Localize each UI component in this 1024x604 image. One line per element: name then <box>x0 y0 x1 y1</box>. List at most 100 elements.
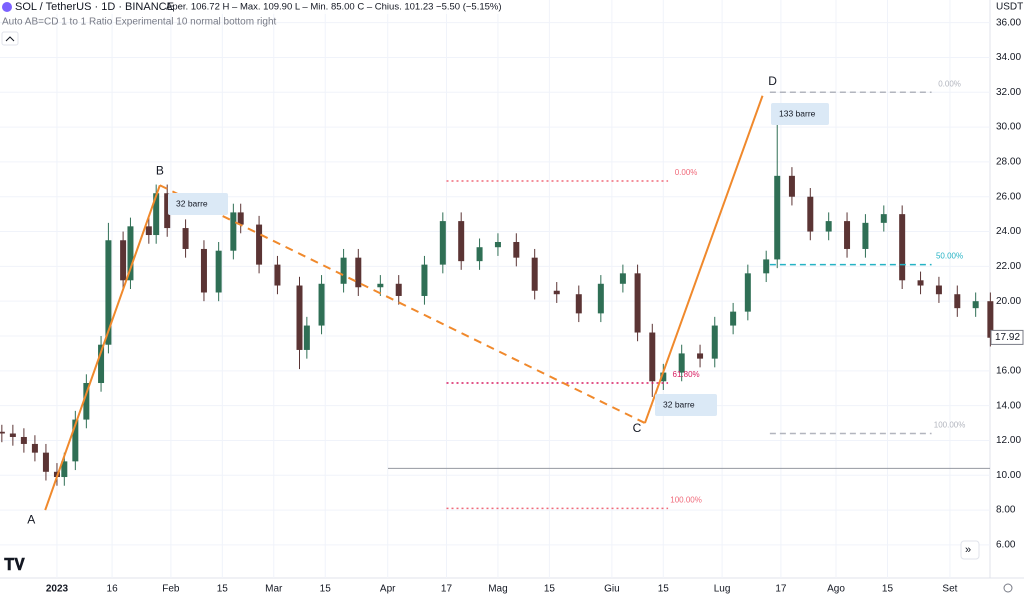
y-tick-label: 6.00 <box>996 540 1016 551</box>
candle-body <box>458 221 465 262</box>
y-tick-label: 28.00 <box>996 157 1021 168</box>
candle-body <box>31 443 38 453</box>
y-tick-label: 16.00 <box>996 365 1021 376</box>
candle-body <box>145 226 152 236</box>
bar-count-label: 133 barre <box>779 108 816 118</box>
candle-body <box>303 325 310 350</box>
leg-cd <box>643 95 764 424</box>
candle-body <box>935 285 942 295</box>
candle-body <box>649 332 656 382</box>
candle-body <box>744 273 751 312</box>
y-tick-label: 36.00 <box>996 17 1021 28</box>
y-tick-label: 12.00 <box>996 435 1021 446</box>
x-tick-label: Lug <box>714 584 731 595</box>
candle-body <box>182 228 189 249</box>
x-tick-label: Apr <box>380 584 396 595</box>
bar-count-label: 32 barre <box>176 198 208 208</box>
settings-icon[interactable] <box>1003 583 1013 593</box>
bar-count-label: 32 barre <box>663 399 695 409</box>
candle-body <box>987 301 994 338</box>
plot <box>0 118 994 486</box>
candle-body <box>711 325 718 359</box>
x-tick-label: 2023 <box>46 584 69 595</box>
candle-body <box>9 433 16 437</box>
logo: 𝐓𝐕 <box>4 557 25 574</box>
candle-body <box>200 248 207 293</box>
candle-body <box>153 193 160 236</box>
point-label: A <box>27 512 35 526</box>
symbol-icon <box>2 2 12 12</box>
candle-body <box>230 212 237 251</box>
candle-body <box>697 353 704 359</box>
candle-body <box>476 247 483 262</box>
leg-ab <box>44 184 161 511</box>
y-tick-label: 14.00 <box>996 400 1021 411</box>
candle-body <box>678 353 685 373</box>
fib-label: 50.00% <box>936 252 963 261</box>
symbol: SOL / TetherUS · 1D · BINANCE <box>15 1 174 13</box>
candle-body <box>127 226 134 281</box>
x-tick-label: Giu <box>604 584 620 595</box>
candle-body <box>0 431 5 434</box>
fib-label: 0.00% <box>675 168 698 177</box>
candle-body <box>42 452 49 472</box>
x-tick-label: 15 <box>544 584 556 595</box>
x-tick-label: Feb <box>162 584 180 595</box>
scroll-button[interactable] <box>960 540 980 560</box>
candle-body <box>763 259 770 274</box>
candle-body <box>377 283 384 288</box>
fib-label: 100.00% <box>670 495 702 504</box>
header-bg <box>0 0 520 14</box>
candle-body <box>296 285 303 350</box>
candle-body <box>513 241 520 258</box>
last-price-label: 17.92 <box>995 332 1020 343</box>
candle-body <box>917 280 924 286</box>
candle-body <box>954 294 961 309</box>
y-tick-label: 30.00 <box>996 122 1021 133</box>
candle-body <box>844 221 851 249</box>
fib-label: 61.80% <box>673 370 700 379</box>
x-tick-label: 15 <box>658 584 670 595</box>
candle-body <box>972 301 979 309</box>
candle-body <box>862 222 869 249</box>
candle-body <box>72 419 79 462</box>
candle-body <box>120 240 127 281</box>
x-tick-label: 15 <box>217 584 229 595</box>
y-tick-label: 24.00 <box>996 226 1021 237</box>
candle-body <box>395 283 402 296</box>
collapse-icon <box>5 36 15 42</box>
bar-count-box <box>168 193 228 215</box>
candle-body <box>215 250 222 293</box>
y-tick-label: 10.00 <box>996 470 1021 481</box>
point-label: C <box>633 421 642 435</box>
bar-count-box <box>771 103 829 125</box>
y-tick-label: 26.00 <box>996 191 1021 202</box>
leg-bc <box>159 184 646 424</box>
candle-body <box>774 175 781 260</box>
y-tick-label: 8.00 <box>996 505 1016 516</box>
ohlc: Aper. 106.72 H – Max. 109.90 L – Min. 85… <box>166 2 502 13</box>
candle-body <box>340 257 347 284</box>
currency[interactable]: USDT <box>996 2 1023 13</box>
x-tick-label: 17 <box>775 584 787 595</box>
candle-body <box>439 221 446 265</box>
candle-body <box>83 383 90 420</box>
candle-body <box>807 196 814 232</box>
collapse-button[interactable] <box>1 31 19 46</box>
candle-body <box>660 372 667 382</box>
candle-body <box>256 224 263 265</box>
candle-body <box>553 290 560 295</box>
bar-count-box <box>655 394 717 416</box>
candle-body <box>825 221 832 232</box>
candle-body <box>531 257 538 291</box>
annotations: 0.00% 61.80% 100.00% 0.00% 50.00% 100.00% A B C D… <box>27 74 990 526</box>
candle-body <box>355 257 362 288</box>
candle-body <box>634 273 641 333</box>
last-price-tag <box>990 329 1024 345</box>
point-label: D <box>768 74 777 88</box>
x-tick-label: Mag <box>488 584 507 595</box>
x-tick-label: 17 <box>441 584 453 595</box>
fib-label: 0.00% <box>938 79 961 88</box>
